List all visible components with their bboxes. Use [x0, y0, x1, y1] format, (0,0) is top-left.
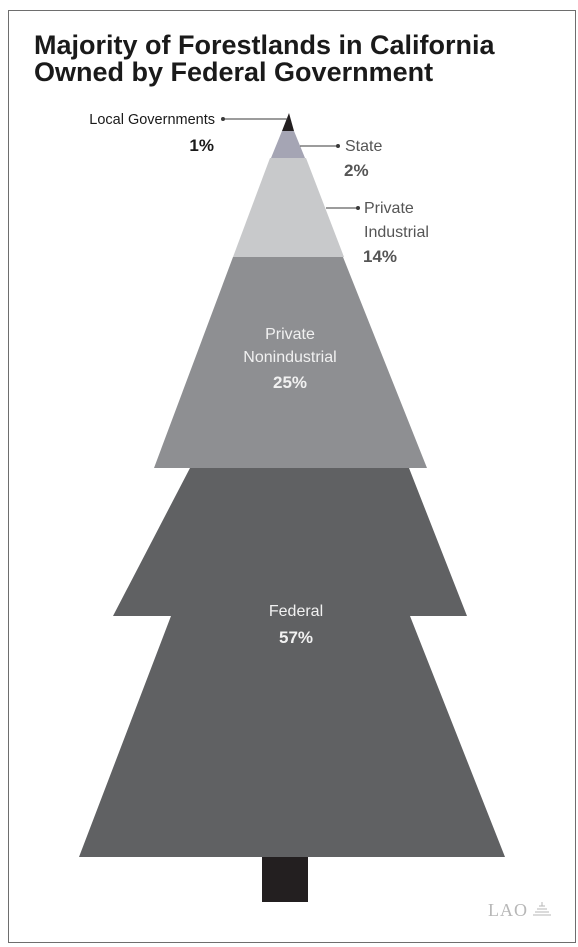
label-private-nonindustrial-line-2: Nonindustrial [243, 349, 336, 366]
leader-dot-local-governments [221, 117, 225, 121]
chart-title-line-2: Owned by Federal Government [34, 57, 434, 87]
capitol-icon [533, 902, 551, 916]
chart-title-line-1: Majority of Forestlands in California [34, 30, 495, 60]
value-local-governments: 1% [189, 136, 214, 155]
label-federal: Federal [269, 603, 323, 620]
chart-frame [8, 10, 576, 943]
label-local-governments: Local Governments [89, 112, 215, 128]
tree-trunk [262, 857, 308, 902]
label-state: State [345, 138, 382, 155]
segment-local-governments [282, 113, 294, 131]
value-state: 2% [344, 161, 369, 180]
lao-logo: LAO [488, 900, 551, 920]
value-federal: 57% [279, 628, 313, 647]
label-private-nonindustrial-line-1: Private [265, 326, 315, 343]
value-private-nonindustrial: 25% [273, 373, 307, 392]
segment-federal [79, 468, 505, 857]
segment-private-nonindustrial [154, 257, 427, 468]
label-private-industrial-line-2: Industrial [364, 224, 429, 241]
value-private-industrial: 14% [363, 247, 397, 266]
leader-dot-state [336, 144, 340, 148]
lao-logo-text: LAO [488, 900, 528, 920]
segment-private-industrial [233, 158, 344, 257]
chart-title: Majority of Forestlands in California Ow… [34, 32, 564, 86]
label-private-industrial-line-1: Private [364, 200, 414, 217]
segment-state [271, 131, 305, 158]
leader-dot-private-industrial [356, 206, 360, 210]
